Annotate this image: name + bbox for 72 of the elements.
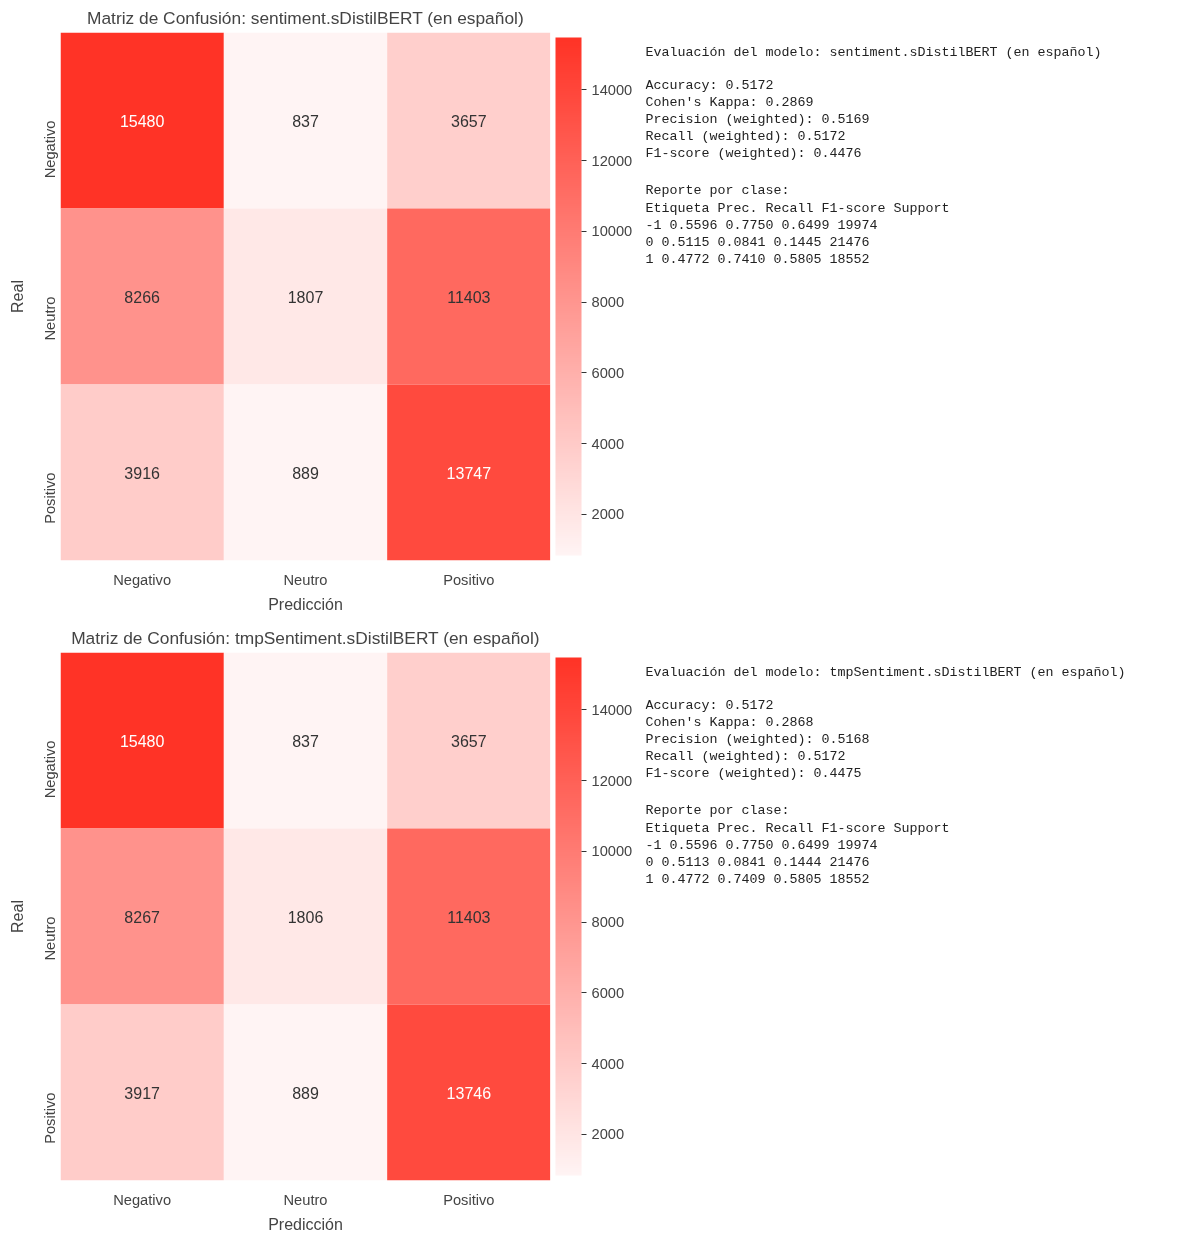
data-label: 15480 bbox=[119, 732, 165, 750]
data-label: 8267 bbox=[124, 908, 161, 926]
y-axis-title: Real bbox=[8, 900, 26, 933]
text: Recall (weighted): 0.5172 bbox=[645, 129, 846, 145]
color-bar-label: 4000 bbox=[591, 1055, 625, 1072]
color-bar-label: 12000 bbox=[591, 152, 633, 169]
text: -1 0.5596 0.7750 0.6499 19974 bbox=[645, 837, 878, 853]
data-label: 837 bbox=[292, 732, 319, 750]
x-axis-title: Predicción bbox=[268, 1215, 343, 1233]
data-label: 889 bbox=[292, 1084, 319, 1102]
text: Cohen's Kappa: 0.2868 bbox=[645, 714, 814, 730]
data-label: 3917 bbox=[124, 1084, 161, 1102]
data-label: 3657 bbox=[451, 112, 487, 130]
text: Evaluación del modelo: tmpSentiment.sDistilBERT (en español) bbox=[645, 664, 1126, 680]
text: -1 0.5596 0.7750 0.6499 19974 bbox=[645, 217, 878, 233]
text: Reporte por clase: bbox=[645, 803, 790, 819]
data-label: 1807 bbox=[287, 288, 324, 306]
x-axis-title: Predicción bbox=[268, 595, 343, 613]
color-bar-label: 6000 bbox=[591, 984, 625, 1001]
x-tick-label: Negativo bbox=[113, 571, 172, 588]
data-label: 11403 bbox=[447, 288, 491, 306]
text: 0 0.5113 0.0841 0.1444 21476 bbox=[645, 854, 870, 870]
text: Reporte por clase: bbox=[645, 183, 790, 199]
color-bar-label: 8000 bbox=[591, 294, 625, 311]
text: Accuracy: 0.5172 bbox=[645, 697, 774, 713]
color-bar-label: 4000 bbox=[591, 435, 625, 452]
data-label: 11403 bbox=[447, 908, 491, 926]
data-label: 837 bbox=[292, 112, 319, 130]
data-label: 3657 bbox=[451, 732, 487, 750]
color-bar-label: 6000 bbox=[591, 364, 625, 381]
color-bar-label: 2000 bbox=[591, 1126, 625, 1143]
color-bar-label: 10000 bbox=[591, 223, 633, 240]
chart-title: Matriz de Confusión: sentiment.sDistilBERT (en español) bbox=[87, 7, 524, 28]
y-axis-title: Real bbox=[8, 280, 26, 313]
color-bar-label: 14000 bbox=[591, 701, 633, 718]
text: F1-score (weighted): 0.4475 bbox=[645, 766, 862, 782]
x-tick-label: Positivo bbox=[443, 571, 495, 588]
x-tick-label: Negativo bbox=[113, 1191, 172, 1208]
color-bar-label: 14000 bbox=[591, 81, 633, 98]
x-tick-label: Neutro bbox=[283, 571, 328, 588]
data-label: 15480 bbox=[119, 112, 165, 130]
text: Evaluación del modelo: sentiment.sDistilBERT (en español) bbox=[645, 44, 1102, 60]
y-tick-label: Positivo bbox=[41, 472, 58, 524]
color-bar-label: 8000 bbox=[591, 914, 625, 931]
data-label: 3916 bbox=[124, 464, 161, 482]
chart-title: Matriz de Confusión: tmpSentiment.sDistilBERT (en español) bbox=[71, 627, 540, 648]
data-label: 13746 bbox=[446, 1084, 492, 1102]
text: 1 0.4772 0.7410 0.5805 18552 bbox=[645, 252, 870, 268]
text: F1-score (weighted): 0.4476 bbox=[645, 146, 862, 162]
color-bar-label: 2000 bbox=[591, 506, 625, 523]
text: Cohen's Kappa: 0.2869 bbox=[645, 94, 814, 110]
text: Etiqueta Prec. Recall F1-score Support bbox=[645, 200, 950, 216]
data-label: 8266 bbox=[124, 288, 161, 306]
text: Recall (weighted): 0.5172 bbox=[645, 749, 846, 765]
y-tick-label: Neutro bbox=[41, 916, 58, 961]
y-tick-label: Negativo bbox=[41, 740, 58, 799]
color-bar-label: 12000 bbox=[591, 772, 633, 789]
text: 1 0.4772 0.7409 0.5805 18552 bbox=[645, 872, 870, 888]
x-tick-label: Neutro bbox=[283, 1191, 328, 1208]
y-tick-label: Positivo bbox=[41, 1092, 58, 1144]
text: Precision (weighted): 0.5168 bbox=[645, 732, 870, 748]
text: Accuracy: 0.5172 bbox=[645, 77, 774, 93]
text: Precision (weighted): 0.5169 bbox=[645, 112, 870, 128]
text: Etiqueta Prec. Recall F1-score Support bbox=[645, 820, 950, 836]
data-label: 1806 bbox=[287, 908, 324, 926]
y-tick-label: Negativo bbox=[41, 120, 58, 179]
text: 0 0.5115 0.0841 0.1445 21476 bbox=[645, 234, 870, 250]
y-tick-label: Neutro bbox=[41, 296, 58, 341]
data-label: 13747 bbox=[446, 464, 492, 482]
x-tick-label: Positivo bbox=[443, 1191, 495, 1208]
data-label: 889 bbox=[292, 464, 319, 482]
color-bar-label: 10000 bbox=[591, 843, 633, 860]
